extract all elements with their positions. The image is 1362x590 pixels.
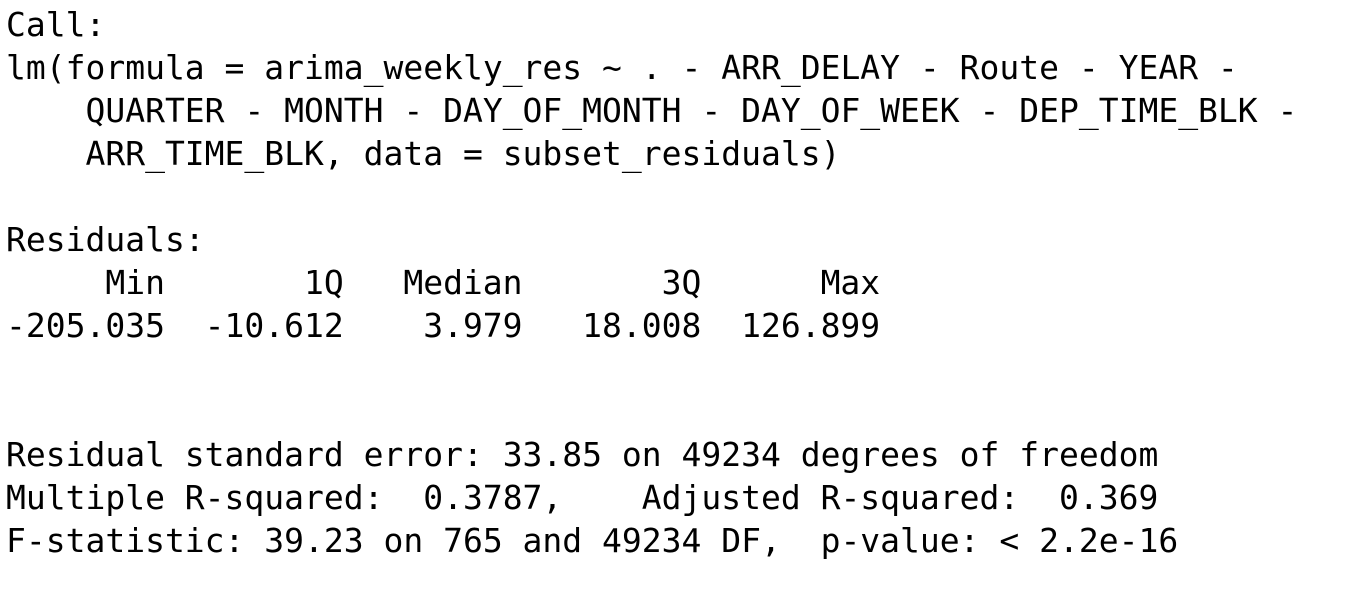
residuals-label: Residuals: — [6, 220, 205, 259]
residual-value: 3.979 — [423, 306, 523, 345]
residual-header: Min — [105, 263, 165, 302]
residual-value: 126.899 — [741, 306, 881, 345]
residual-header: Median — [403, 263, 523, 302]
residual-header: 1Q — [303, 263, 344, 302]
residual-value: -205.035 — [6, 306, 165, 345]
residual-header: 3Q — [661, 263, 702, 302]
summary-line: Multiple R-squared: 0.3787, Adjusted R-s… — [6, 478, 1179, 517]
call-line: QUARTER - MONTH - DAY_OF_MONTH - DAY_OF_… — [85, 91, 1298, 130]
residual-value: 18.008 — [582, 306, 702, 345]
summary-line: Residual standard error: 33.85 on 49234 … — [6, 435, 1159, 474]
residual-value: -10.612 — [204, 306, 344, 345]
call-line: lm(formula = arima_weekly_res ~ . - ARR_… — [6, 48, 1238, 87]
summary-line: F-statistic: 39.23 on 765 and 49234 DF, … — [6, 521, 1179, 560]
residual-header: Max — [820, 263, 881, 302]
call-label: Call: — [6, 5, 106, 44]
call-line: ARR_TIME_BLK, data = subset_residuals) — [85, 134, 841, 173]
